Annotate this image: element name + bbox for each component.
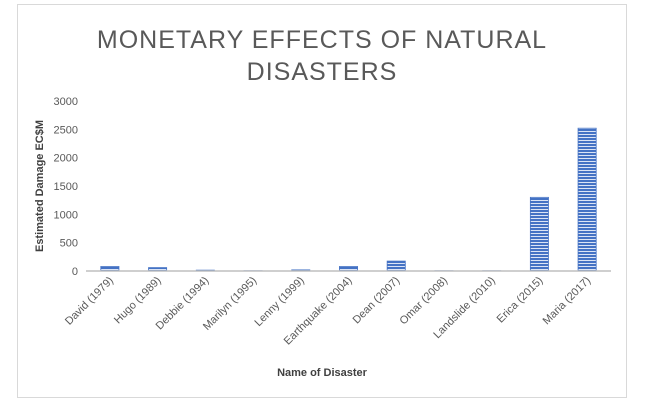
y-tick-label: 3000 bbox=[54, 96, 78, 108]
y-tick-label: 1500 bbox=[54, 181, 78, 193]
y-tick-label: 1000 bbox=[54, 209, 78, 221]
bar bbox=[529, 196, 549, 272]
x-tick-label: Maria (2017) bbox=[541, 275, 594, 328]
bar bbox=[577, 127, 597, 272]
x-axis-label: Name of Disaster bbox=[277, 367, 367, 379]
y-tick-label: 2500 bbox=[54, 124, 78, 136]
chart-title-line-1: MONETARY EFFECTS OF NATURAL bbox=[96, 26, 548, 54]
chart-frame bbox=[17, 4, 627, 398]
x-tick-label: David (1979) bbox=[63, 275, 116, 328]
y-tick-label: 500 bbox=[60, 238, 78, 250]
x-tick-label: Erica (2015) bbox=[495, 275, 546, 326]
y-tick-label: 2000 bbox=[54, 153, 78, 165]
bar bbox=[386, 260, 406, 272]
chart-title: MONETARY EFFECTS OF NATURAL DISASTERS bbox=[17, 24, 627, 88]
y-tick-label: 0 bbox=[72, 266, 78, 278]
x-tick-label: Dean (2007) bbox=[351, 275, 403, 327]
x-tick-label: Hugo (1989) bbox=[112, 275, 164, 327]
chart-title-line-2: DISASTERS bbox=[246, 58, 398, 86]
x-tick-label: Omar (2008) bbox=[397, 275, 450, 328]
